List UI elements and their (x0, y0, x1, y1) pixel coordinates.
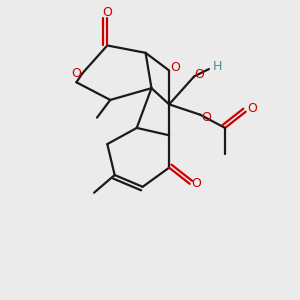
Text: H: H (212, 60, 222, 73)
Text: O: O (102, 6, 112, 19)
Text: O: O (194, 68, 204, 81)
Text: O: O (191, 177, 201, 190)
Text: O: O (71, 67, 81, 80)
Text: O: O (171, 61, 181, 74)
Text: O: O (202, 111, 212, 124)
Text: O: O (247, 102, 257, 115)
